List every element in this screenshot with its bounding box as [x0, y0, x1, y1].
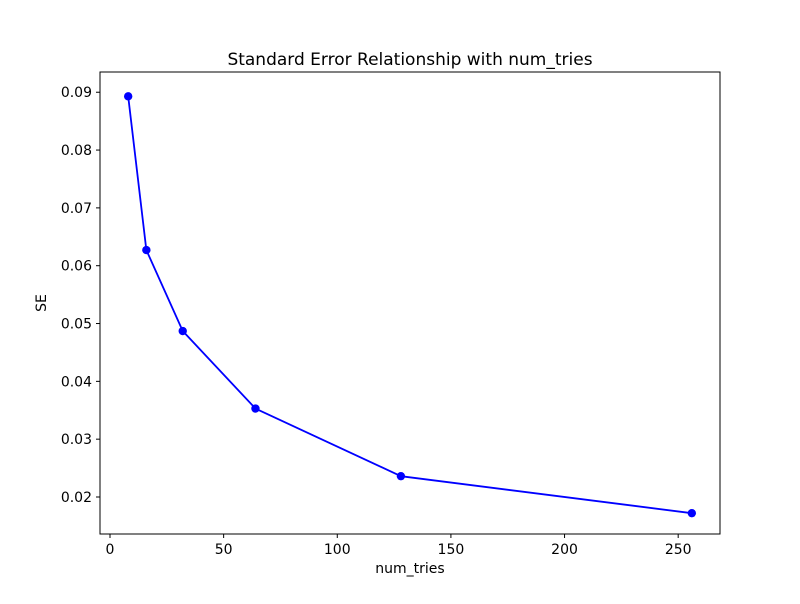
data-series-line [127, 96, 692, 515]
data-point [251, 404, 260, 413]
data-point [142, 245, 151, 255]
y-tick-label: 0.07 [61, 201, 92, 217]
x-axis-label: num_tries [375, 561, 444, 577]
y-tick-label: 0.05 [61, 317, 92, 333]
y-tick-label: 0.04 [61, 374, 92, 390]
y-axis-label: SE [34, 294, 50, 312]
y-tick-label: 0.08 [61, 143, 92, 159]
data-point [178, 326, 187, 336]
x-tick-label: 150 [438, 542, 465, 558]
axes-frame [99, 71, 721, 535]
y-tick-label: 0.09 [61, 85, 92, 101]
y-tick-label: 0.03 [61, 432, 92, 448]
plot-area: 0 50 100 150 200 250 0.02 0.03 0.04 0.05 0.06 0.07 0… [61, 71, 721, 558]
x-tick-label: 250 [665, 542, 692, 558]
chart-title: Standard Error Relationship with num_tri… [227, 50, 592, 70]
x-tick-label: 50 [215, 542, 233, 558]
data-point [123, 92, 133, 101]
x-tick-label: 0 [106, 542, 115, 558]
y-tick-label: 0.06 [61, 259, 92, 275]
y-tick-label: 0.02 [61, 490, 92, 506]
x-tick-label: 100 [324, 542, 351, 558]
data-point [687, 508, 697, 518]
x-tick-label: 200 [551, 542, 578, 558]
data-point [396, 471, 406, 481]
